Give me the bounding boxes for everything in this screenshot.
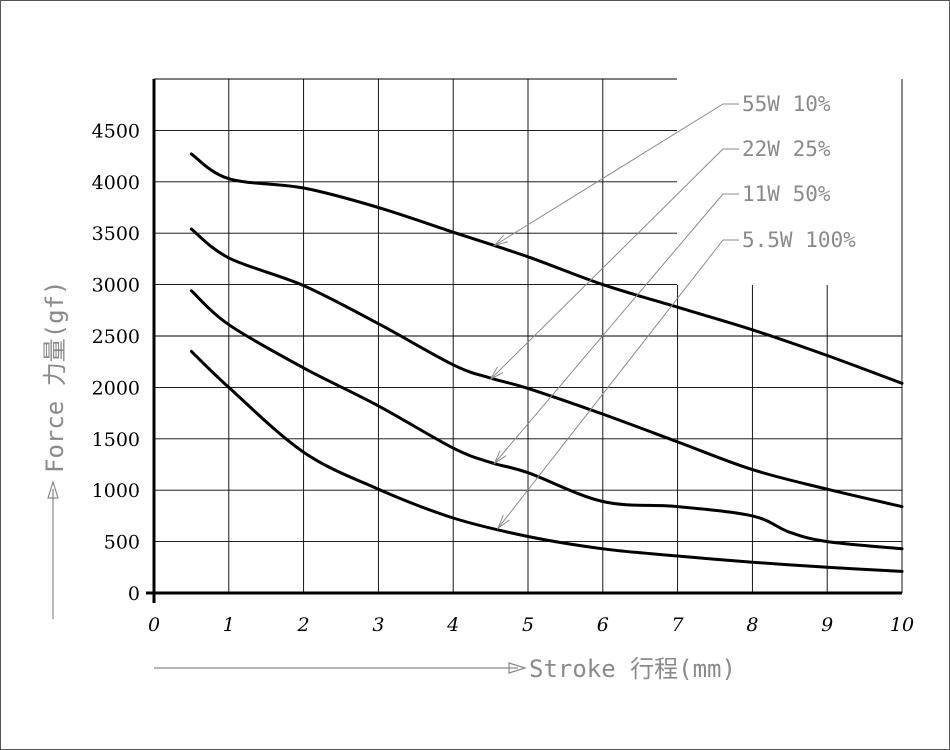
y-tick-label: 2000: [92, 377, 140, 399]
x-tick-label: 10: [890, 614, 914, 636]
x-tick-labels: 0 1 2 3 4 5 6 7 8 9 10: [148, 614, 914, 636]
x-tick-label: 8: [746, 614, 758, 636]
legend-leader-line: [493, 193, 724, 464]
series-lines: [189, 152, 904, 573]
x-tick-label: 4: [446, 614, 459, 636]
legend-leader-line: [490, 148, 724, 380]
y-tick-label: 1000: [92, 480, 140, 502]
series-line-2: [189, 227, 904, 509]
legend-arrow-icon: [493, 450, 507, 465]
x-tick-label: 9: [821, 614, 833, 636]
x-tick-label: 6: [597, 614, 609, 636]
x-axis-arrow-icon: [508, 662, 528, 674]
y-tick-label: 1500: [92, 429, 140, 451]
legend-arrow-icon: [492, 234, 508, 247]
x-tick-label: 3: [372, 614, 384, 636]
x-tick-label: 1: [223, 614, 235, 636]
y-axis-arrow-icon: [47, 479, 59, 499]
legend-arrow-icon: [489, 366, 504, 381]
x-tick-label: 7: [672, 614, 685, 636]
y-axis-title-group: Force 力量(gf): [41, 281, 69, 619]
y-tick-label: 3000: [92, 275, 140, 297]
y-axis-title: Force 力量(gf): [41, 281, 69, 474]
series-line-4: [189, 349, 904, 573]
legend-leader-line: [494, 103, 724, 246]
x-axis-title: Stroke 行程(mm): [529, 655, 736, 683]
y-tick-label: 4500: [92, 120, 140, 142]
y-tick-label: 3500: [92, 223, 140, 245]
legend-leader-line: [497, 239, 724, 529]
legend-arrow-icon: [496, 515, 510, 530]
y-tick-labels: 0 500 1000 1500 2000 2500 3000 3500 4000 4500: [92, 120, 140, 605]
series-line-3: [189, 289, 904, 551]
x-tick-label: 5: [522, 614, 534, 636]
y-tick-label: 500: [104, 532, 140, 554]
legend-label: 11W 50%: [742, 182, 831, 206]
y-tick-label: 2500: [92, 326, 140, 348]
legend: 55W 10% 22W 25% 11W 50% 5.5W 100%: [489, 92, 856, 530]
axes: [146, 79, 902, 603]
series-line-1: [189, 152, 904, 385]
x-tick-label: 2: [297, 614, 310, 636]
x-tick-label: 0: [148, 614, 160, 636]
y-tick-label: 0: [128, 583, 140, 605]
legend-label: 55W 10%: [742, 92, 831, 116]
legend-label: 22W 25%: [742, 137, 831, 161]
y-tick-label: 4000: [92, 172, 140, 194]
legend-label: 5.5W 100%: [742, 228, 856, 252]
x-axis-title-group: Stroke 行程(mm): [154, 655, 736, 683]
